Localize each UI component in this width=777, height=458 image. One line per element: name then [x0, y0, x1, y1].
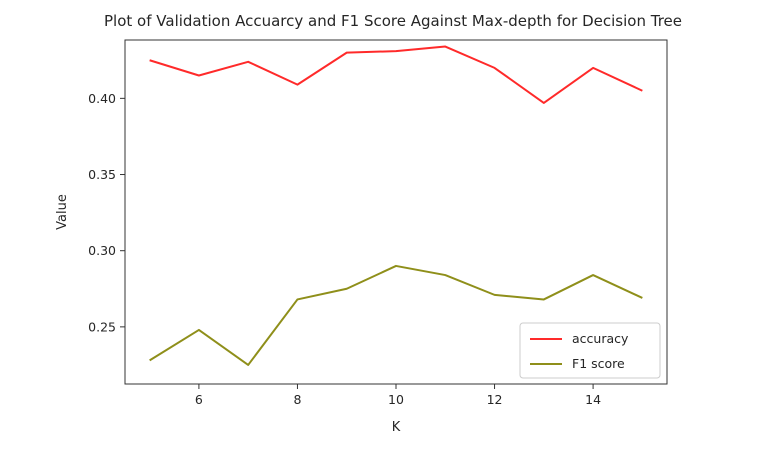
y-axis: 0.25 0.30 0.35 0.40: [88, 91, 125, 334]
legend: accuracy F1 score: [519, 322, 661, 379]
x-tick-label: 14: [585, 392, 601, 407]
chart-title: Plot of Validation Accuarcy and F1 Score…: [104, 12, 682, 30]
y-tick-label: 0.25: [88, 319, 116, 334]
legend-label-accuracy: accuracy: [572, 331, 629, 346]
y-tick-label: 0.30: [88, 243, 116, 258]
x-tick-label: 6: [195, 392, 203, 407]
y-axis-label: Value: [55, 194, 70, 230]
series-line-accuracy: [149, 45, 643, 104]
x-axis-label: K: [392, 420, 401, 435]
x-tick-label: 10: [388, 392, 404, 407]
series-line-f1-score: [149, 264, 643, 366]
series-layer: [149, 45, 643, 366]
x-tick-label: 8: [293, 392, 301, 407]
y-tick-label: 0.40: [88, 91, 116, 106]
legend-label-f1-score: F1 score: [572, 356, 625, 371]
x-axis: 6 8 10 12 14: [195, 384, 601, 407]
x-tick-label: 12: [487, 392, 503, 407]
y-tick-label: 0.35: [88, 167, 116, 182]
